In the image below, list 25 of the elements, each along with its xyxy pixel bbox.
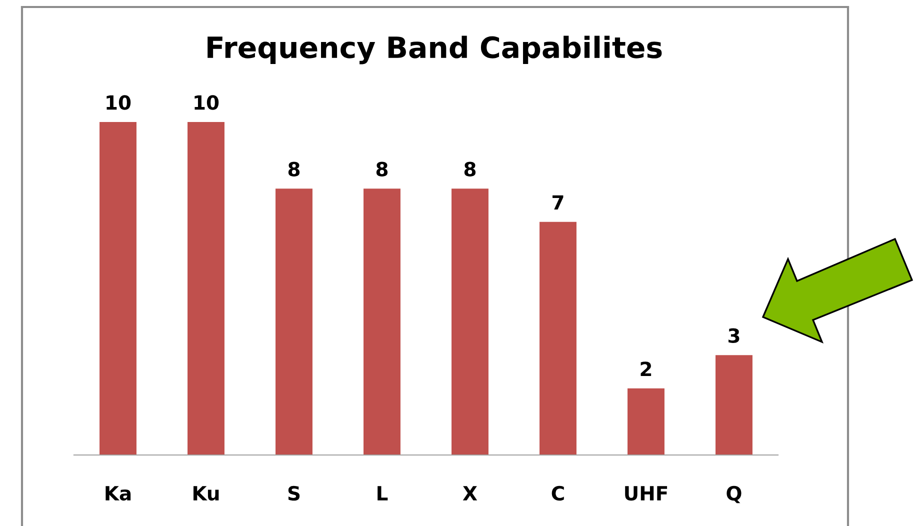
x-tick-label: C xyxy=(552,486,564,501)
x-tick-label: Ka xyxy=(106,486,131,501)
bar xyxy=(188,122,224,455)
bar xyxy=(100,122,136,455)
bar xyxy=(276,188,312,455)
x-tick-label: Ku xyxy=(194,486,219,501)
bar xyxy=(628,388,664,455)
x-tick-label: UHF xyxy=(625,486,668,501)
data-label: 7 xyxy=(552,195,564,210)
data-label: 8 xyxy=(288,162,300,176)
x-tick-label: Q xyxy=(726,486,742,504)
bar xyxy=(716,355,752,455)
bar xyxy=(452,188,488,455)
x-tick-label: L xyxy=(378,486,388,500)
x-tick-label: S xyxy=(288,486,300,501)
data-label: 10 xyxy=(106,95,131,110)
data-label: 3 xyxy=(728,328,740,343)
chart-title: Frequency Band Capabilites xyxy=(208,36,662,64)
x-tick-label: X xyxy=(462,486,478,500)
data-label: 2 xyxy=(640,362,652,376)
data-label: 8 xyxy=(464,162,476,176)
data-label: 8 xyxy=(376,162,388,176)
data-label: 10 xyxy=(194,95,219,110)
bar xyxy=(540,222,576,455)
bar xyxy=(364,188,400,455)
